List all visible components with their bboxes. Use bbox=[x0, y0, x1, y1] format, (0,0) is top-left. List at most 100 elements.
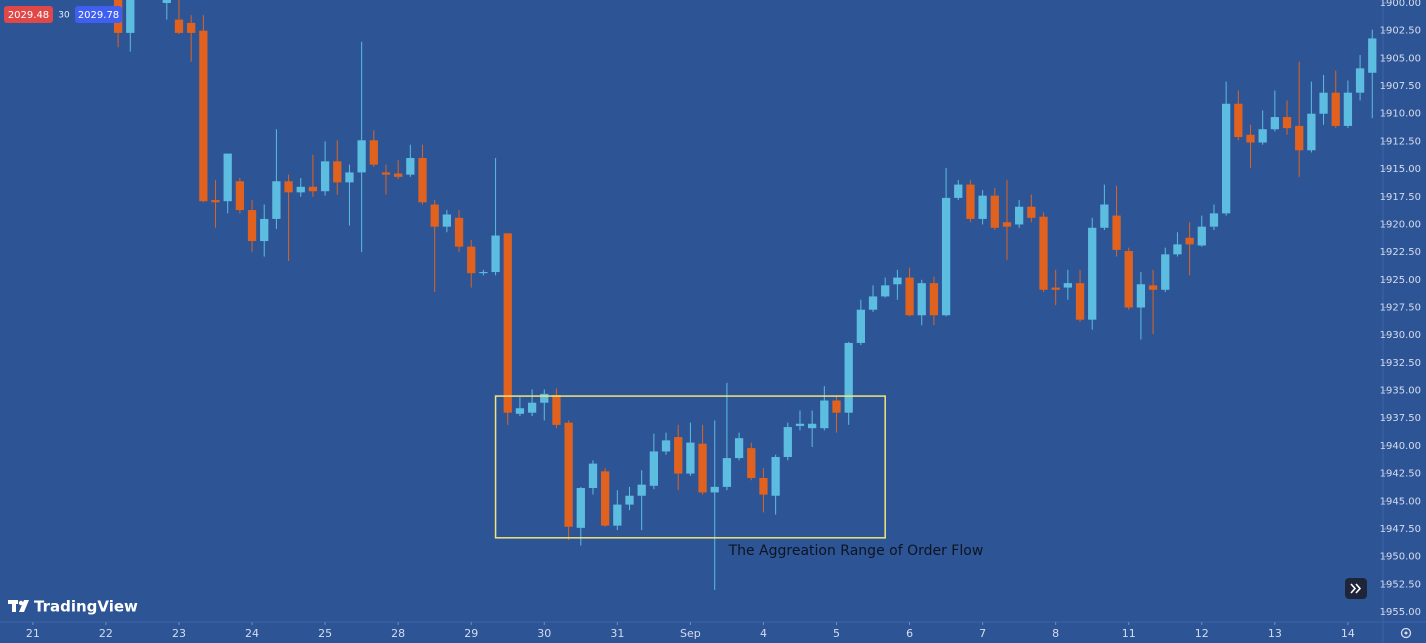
candle-body bbox=[1331, 92, 1340, 126]
bid-price: 2029.48 bbox=[8, 10, 49, 21]
candle-body bbox=[1148, 285, 1158, 290]
candle-body bbox=[126, 0, 135, 33]
candle-body bbox=[978, 195, 987, 219]
candle-body bbox=[601, 471, 610, 526]
candle-body bbox=[783, 427, 792, 457]
y-tick-label: 1930.00 bbox=[1380, 330, 1421, 341]
candle-body bbox=[211, 200, 220, 203]
y-tick-label: 1932.50 bbox=[1380, 358, 1421, 369]
y-tick-label: 1927.50 bbox=[1380, 303, 1421, 314]
candle-body bbox=[540, 393, 549, 403]
y-tick-label: 1920.00 bbox=[1380, 219, 1421, 230]
candle-body bbox=[381, 172, 391, 175]
candle-body bbox=[296, 186, 305, 193]
x-tick-label: 30 bbox=[537, 627, 551, 640]
y-tick-label: 1937.50 bbox=[1380, 413, 1421, 424]
candle-body bbox=[1136, 284, 1146, 308]
x-tick-label: 21 bbox=[26, 627, 40, 640]
plot-area: The Aggreation Range of Order Flow bbox=[113, 0, 1377, 590]
candle-body bbox=[722, 458, 732, 487]
candle-body bbox=[771, 456, 780, 496]
candle-body bbox=[394, 173, 403, 177]
y-tick-label: 1925.00 bbox=[1380, 275, 1421, 286]
y-tick-label: 1907.50 bbox=[1380, 81, 1421, 92]
y-tick-label: 1947.50 bbox=[1380, 524, 1421, 535]
candle-body bbox=[430, 204, 439, 227]
candle-body bbox=[929, 283, 939, 316]
candle-body bbox=[966, 184, 975, 219]
candle-body bbox=[832, 400, 841, 413]
logo-shape bbox=[12, 600, 16, 612]
candle-body bbox=[674, 437, 683, 474]
y-tick-label: 1935.00 bbox=[1380, 386, 1421, 397]
candle-body bbox=[467, 246, 476, 274]
candle-body bbox=[174, 19, 184, 33]
y-tick-label: 1915.00 bbox=[1380, 164, 1421, 175]
range-box bbox=[494, 395, 886, 539]
x-tick-label: 14 bbox=[1341, 627, 1355, 640]
candle-body bbox=[479, 272, 488, 274]
x-tick-label: 23 bbox=[172, 627, 186, 640]
candle-body bbox=[1173, 244, 1182, 255]
candle-body bbox=[1002, 222, 1012, 227]
candle-body bbox=[576, 487, 585, 528]
candle-body bbox=[625, 495, 634, 505]
button-icon[interactable] bbox=[1350, 583, 1362, 594]
x-tick-label: 29 bbox=[464, 627, 478, 640]
candle-body bbox=[1185, 237, 1194, 245]
y-tick-label: 1922.50 bbox=[1380, 247, 1421, 258]
candle-body bbox=[747, 448, 756, 479]
candle-body bbox=[515, 408, 525, 414]
y-tick-label: 1945.00 bbox=[1380, 496, 1421, 507]
y-tick-label: 1912.50 bbox=[1380, 136, 1421, 147]
brand-name: TradingView bbox=[34, 598, 138, 616]
candle-body bbox=[954, 184, 963, 198]
candle-body bbox=[941, 197, 951, 316]
candle-body bbox=[1088, 227, 1097, 320]
candle-body bbox=[588, 463, 598, 488]
candle-body bbox=[1039, 216, 1048, 290]
x-tick-label: 13 bbox=[1268, 627, 1282, 640]
x-tick-label: 4 bbox=[760, 627, 767, 640]
candle-body bbox=[369, 140, 378, 165]
logo-shape bbox=[19, 600, 29, 612]
candle-body bbox=[406, 158, 415, 175]
y-tick-label: 1900.00 bbox=[1380, 0, 1421, 9]
candle-body bbox=[661, 440, 671, 452]
y-tick-label: 1940.00 bbox=[1380, 441, 1421, 452]
candle-body bbox=[260, 218, 269, 242]
ask-price: 2029.78 bbox=[78, 10, 119, 21]
settings-button[interactable] bbox=[1400, 627, 1412, 639]
x-tick-label: 7 bbox=[979, 627, 986, 640]
x-tick-label: 6 bbox=[906, 627, 913, 640]
candle-body bbox=[187, 22, 196, 33]
candle-body bbox=[320, 161, 330, 192]
x-tick-label: 5 bbox=[833, 627, 840, 640]
candle-body bbox=[710, 486, 719, 493]
candle-body bbox=[223, 153, 232, 202]
candle-body bbox=[527, 402, 537, 413]
candle-body bbox=[1197, 226, 1206, 246]
gear-icon[interactable] bbox=[1404, 631, 1408, 635]
x-tick-label: 31 bbox=[610, 627, 624, 640]
candle-body bbox=[345, 172, 354, 183]
candle-body bbox=[235, 181, 245, 211]
x-tick-label: 8 bbox=[1052, 627, 1059, 640]
x-tick-label: 22 bbox=[99, 627, 113, 640]
candle-body bbox=[1355, 68, 1365, 93]
y-tick-label: 1942.50 bbox=[1380, 469, 1421, 480]
x-tick-label: Sep bbox=[680, 627, 701, 640]
candle-body bbox=[1027, 206, 1036, 218]
candle-body bbox=[1258, 129, 1267, 143]
y-tick-label: 1952.50 bbox=[1380, 579, 1421, 590]
spread: 30 bbox=[58, 11, 70, 21]
candle-body bbox=[649, 451, 659, 486]
candle-body bbox=[856, 309, 865, 343]
candle-body bbox=[442, 214, 452, 227]
candle-body bbox=[686, 442, 695, 474]
gear-icon[interactable] bbox=[1400, 627, 1412, 639]
scroll-to-latest-button[interactable] bbox=[1345, 578, 1367, 599]
candle-body bbox=[1063, 283, 1072, 288]
